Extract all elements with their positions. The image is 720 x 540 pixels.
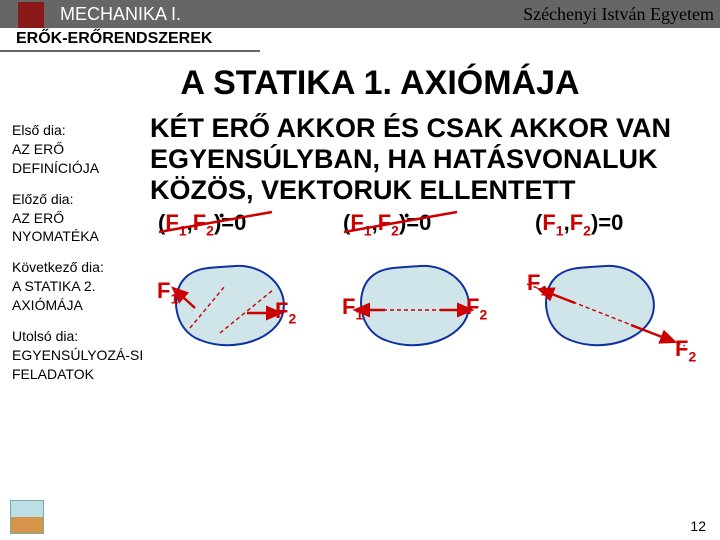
force-label: F1	[157, 278, 178, 306]
section-title: ERŐK-ERŐRENDSZEREK	[0, 28, 260, 52]
force-label: F2	[675, 336, 696, 364]
slide-nav: Első dia: AZ ERŐ DEFINÍCIÓJA Előző dia: …	[0, 113, 150, 404]
equation: (F1,F2)=•0	[343, 210, 431, 238]
logo-square	[18, 2, 44, 28]
slide-title: A STATIKA 1. AXIÓMÁJA	[40, 64, 720, 103]
content-area: Első dia: AZ ERŐ DEFINÍCIÓJA Előző dia: …	[0, 113, 720, 404]
nav-prev-target: AZ ERŐ NYOMATÉKA	[12, 210, 99, 245]
nav-prev-label: Előző dia:	[12, 191, 73, 207]
footer-logo-icon	[10, 500, 44, 534]
equation: (F1,F2)=•0	[158, 210, 246, 238]
page-number: 12	[690, 518, 706, 534]
nav-first-target: AZ ERŐ DEFINÍCIÓJA	[12, 141, 99, 176]
force-label: F1	[527, 270, 548, 298]
nav-next[interactable]: Következő dia: A STATIKA 2. AXIÓMÁJA	[12, 258, 144, 315]
equation-row: (F1,F2)=•0 (F1,F2)=•0 (F1,F2)=0	[150, 208, 714, 248]
force-label: F2	[275, 298, 296, 326]
nav-first[interactable]: Első dia: AZ ERŐ DEFINÍCIÓJA	[12, 121, 144, 178]
nav-next-target: A STATIKA 2. AXIÓMÁJA	[12, 278, 96, 313]
force-diagrams: F1 F2 F1 F2 F1 F2	[150, 248, 710, 388]
main-body: KÉT ERŐ AKKOR ÉS CSAK AKKOR VAN EGYENSÚL…	[150, 113, 720, 388]
nav-first-label: Első dia:	[12, 122, 66, 138]
nav-last-target: EGYENSÚLYOZÁ-SI FELADATOK	[12, 347, 143, 382]
force-label: F1	[342, 294, 363, 322]
equation: (F1,F2)=0	[535, 210, 623, 238]
header: MECHANIKA I. Széchenyi István Egyetem	[0, 0, 720, 28]
nav-next-label: Következő dia:	[12, 259, 104, 275]
force-label: F2	[466, 294, 487, 322]
axiom-statement: KÉT ERŐ AKKOR ÉS CSAK AKKOR VAN EGYENSÚL…	[150, 113, 714, 206]
university-name: Széchenyi István Egyetem	[523, 4, 714, 25]
nav-last[interactable]: Utolsó dia: EGYENSÚLYOZÁ-SI FELADATOK	[12, 327, 144, 384]
nav-prev[interactable]: Előző dia: AZ ERŐ NYOMATÉKA	[12, 190, 144, 247]
diagram-svg	[150, 248, 710, 388]
nav-last-label: Utolsó dia:	[12, 328, 78, 344]
